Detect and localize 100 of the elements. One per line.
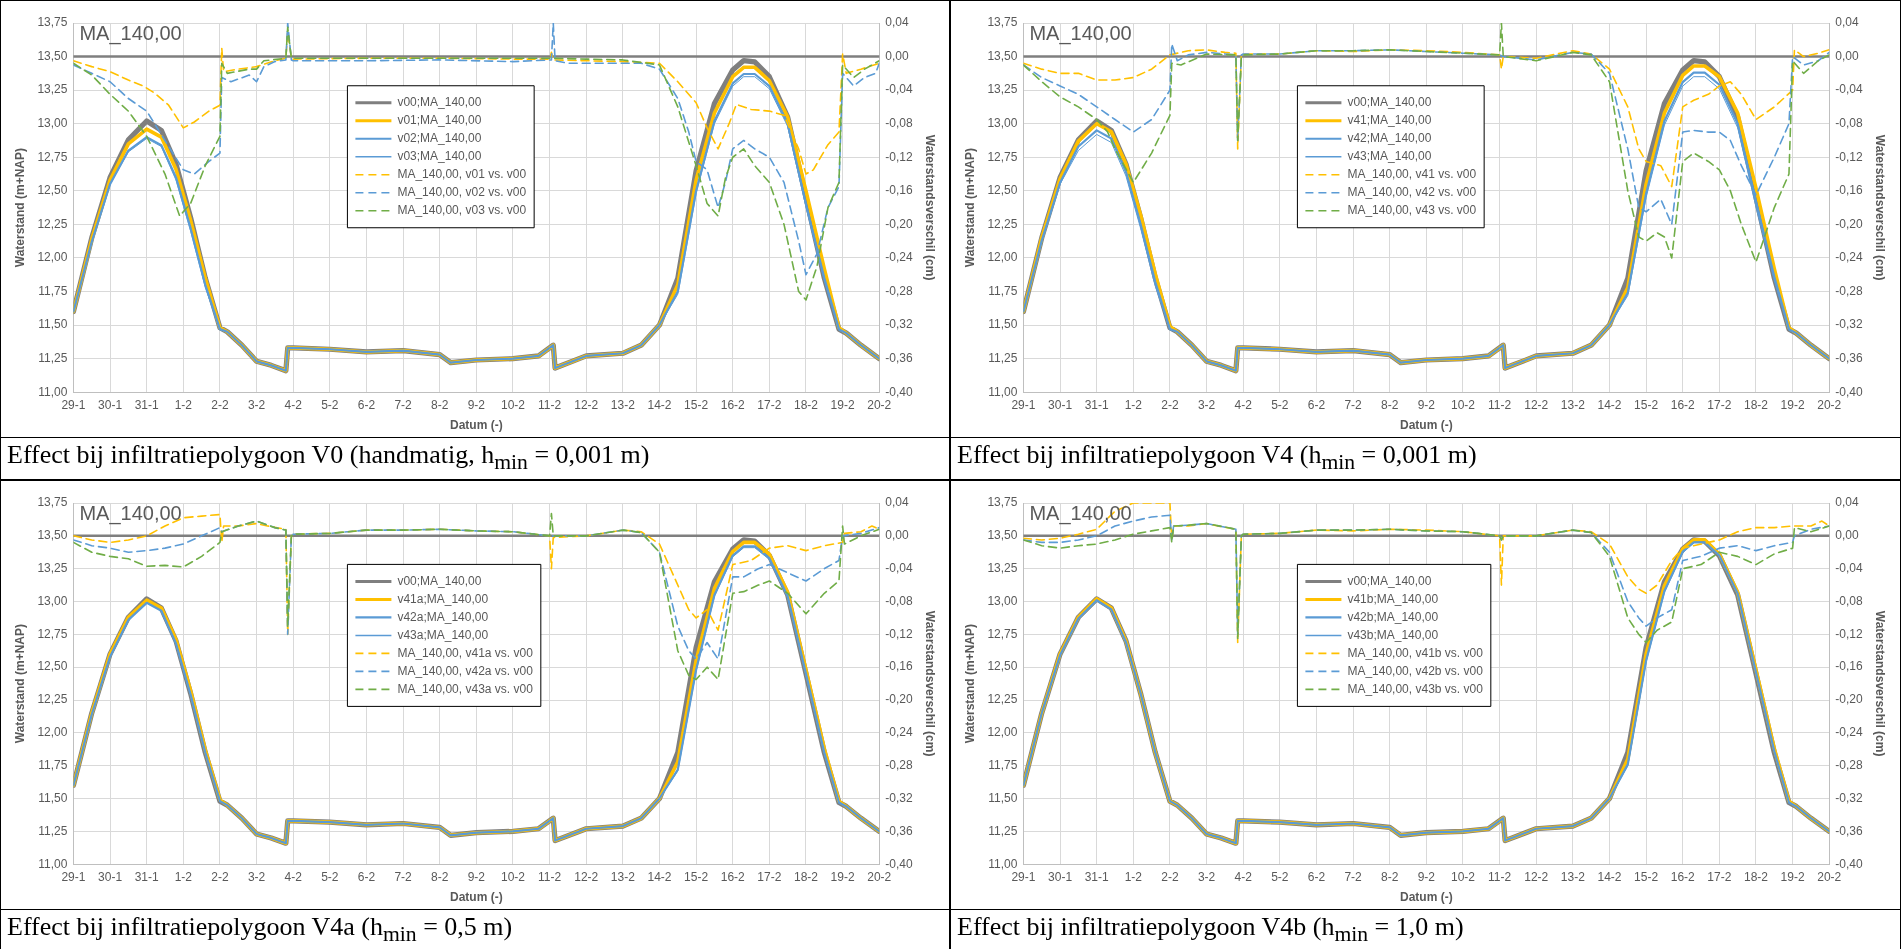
y-tick-label: 11,75 (38, 283, 68, 298)
y2-tick-label: -0,40 (1835, 856, 1863, 871)
y2-tick-label: -0,28 (1835, 758, 1863, 773)
legend-label: v01;MA_140,00 (397, 113, 482, 128)
x-tick-label: 3-2 (1197, 397, 1216, 412)
y-tick-label: 11,00 (38, 856, 68, 871)
legend-label: MA_140,00, v42 vs. v00 (1347, 185, 1477, 200)
y-tick-label: 12,50 (37, 183, 68, 198)
x-tick-label: 20-2 (867, 397, 892, 412)
y2-tick-label: -0,20 (885, 216, 913, 231)
y-tick-label: 13,25 (37, 82, 68, 97)
legend-label: MA_140,00, v41a vs. v00 (397, 645, 534, 660)
x-tick-label: 9-2 (1417, 869, 1436, 884)
y-tick-label: 11,25 (38, 823, 68, 838)
y-axis-title: Waterstand (m+NAP) (962, 147, 977, 268)
x-tick-label: 12-2 (574, 869, 599, 884)
text: Effect bij infiltratiepolygoon V0 (handmatig, h$_{min}$ = 0,001 m) (1, 437, 949, 480)
legend-label: v00;MA_140,00 (1347, 573, 1432, 588)
x-tick-label: 1-2 (174, 869, 193, 884)
y2-axis-title: Waterstandsverschil (cm) (1873, 610, 1888, 757)
y2-axis-title: Waterstandsverschil (cm) (923, 134, 938, 281)
y-tick-label: 12,25 (37, 216, 68, 231)
y2-tick-label: 0,04 (885, 15, 909, 30)
y-tick-label: 12,00 (987, 250, 1018, 265)
x-tick-label: 30-1 (98, 397, 123, 412)
y-tick-label: 11,50 (988, 791, 1018, 806)
y-tick-label: 13,50 (987, 528, 1018, 543)
y-axis-title: Waterstand (m+NAP) (962, 624, 977, 744)
y-tick-label: 11,00 (988, 856, 1018, 871)
y-tick-label: 13,75 (987, 15, 1018, 30)
x-tick-label: 10-2 (1450, 397, 1476, 412)
legend-label: v41b;MA_140,00 (1347, 591, 1439, 606)
legend-label: v42b;MA_140,00 (1347, 609, 1439, 624)
x-tick-label: 19-2 (1780, 869, 1805, 884)
x-tick-label: 8-2 (1381, 397, 1399, 412)
y2-tick-label: -0,20 (1835, 692, 1863, 707)
legend-label: v42a;MA_140,00 (397, 609, 489, 624)
y-tick-label: 11,00 (38, 384, 68, 399)
y2-tick-label: -0,04 (1835, 561, 1863, 576)
legend-label: MA_140,00, v42a vs. v00 (397, 663, 534, 678)
y2-tick-label: 0,04 (1835, 495, 1859, 510)
y2-tick-label: -0,04 (1835, 82, 1863, 97)
x-tick-label: 18-2 (1743, 397, 1769, 412)
y2-tick-label: -0,08 (885, 116, 913, 130)
x-tick-label: 29-1 (1011, 869, 1036, 884)
y-tick-label: 12,25 (37, 692, 68, 707)
x-tick-label: 17-2 (1707, 397, 1732, 412)
legend-label: MA_140,00, v41 vs. v00 (1347, 167, 1477, 182)
x-tick-label: 16-2 (1670, 869, 1696, 884)
x-tick-label: 19-2 (830, 869, 855, 884)
legend-label: v02;MA_140,00 (397, 131, 482, 146)
x-tick-label: 18-2 (793, 397, 819, 412)
x-tick-label: 3-2 (1197, 869, 1216, 884)
y-tick-label: 13,50 (987, 48, 1018, 63)
legend-label: v42;MA_140,00 (1347, 131, 1432, 146)
y2-tick-label: -0,24 (1835, 250, 1863, 265)
legend-label: v41a;MA_140,00 (397, 591, 489, 606)
y2-tick-label: -0,32 (1835, 791, 1863, 806)
x-tick-label: 12-2 (1524, 869, 1549, 884)
x-tick-label: 2-2 (211, 869, 229, 884)
legend-label: MA_140,00, v43 vs. v00 (1347, 203, 1477, 218)
y2-tick-label: -0,36 (885, 350, 913, 365)
y-tick-label: 12,75 (987, 149, 1018, 164)
y2-tick-label: 0,00 (1835, 528, 1859, 543)
y2-tick-label: -0,12 (885, 149, 913, 164)
y2-axis-title: Waterstandsverschil (cm) (923, 610, 938, 757)
x-tick-label: 10-2 (1450, 869, 1476, 884)
text: Effect bij infiltratiepolygoon V4a (h$_{min}$ = 0,5 m) (1, 909, 949, 949)
x-tick-label: 31-1 (134, 869, 160, 884)
x-tick-label: 30-1 (1048, 869, 1073, 884)
y-tick-label: 13,00 (987, 116, 1018, 130)
y2-tick-label: -0,32 (885, 317, 913, 332)
y2-axis-title: Waterstandsverschil (cm) (1873, 134, 1888, 281)
x-tick-label: 5-2 (1271, 869, 1289, 884)
y2-tick-label: -0,16 (1835, 659, 1863, 674)
y-tick-label: 11,00 (988, 384, 1018, 399)
legend-label: v00;MA_140,00 (397, 573, 482, 588)
y2-tick-label: -0,24 (885, 725, 913, 740)
y-tick-label: 13,25 (987, 82, 1018, 97)
y2-tick-label: -0,20 (885, 692, 913, 707)
y2-tick-label: -0,16 (885, 183, 913, 198)
x-tick-label: 15-2 (1634, 397, 1659, 412)
x-axis-title: Datum (-) (1400, 418, 1453, 433)
x-tick-label: 5-2 (321, 397, 339, 412)
y2-tick-label: -0,08 (1835, 116, 1863, 130)
legend-label: MA_140,00, v42b vs. v00 (1347, 663, 1484, 678)
y2-tick-label: -0,32 (1835, 317, 1863, 332)
x-tick-label: 5-2 (321, 869, 339, 884)
y-tick-label: 13,00 (37, 116, 68, 130)
y2-tick-label: -0,16 (1835, 183, 1863, 198)
y-tick-label: 12,75 (987, 626, 1018, 641)
x-tick-label: 30-1 (98, 869, 123, 884)
y2-tick-label: -0,04 (885, 561, 913, 576)
x-tick-label: 15-2 (684, 397, 709, 412)
x-tick-label: 8-2 (431, 869, 449, 884)
x-tick-label: 14-2 (1597, 869, 1622, 884)
x-tick-label: 4-2 (1234, 397, 1253, 412)
annotation: MA_140,00 (1029, 21, 1132, 45)
x-tick-label: 1-2 (1124, 397, 1143, 412)
x-axis-title: Datum (-) (450, 418, 503, 433)
